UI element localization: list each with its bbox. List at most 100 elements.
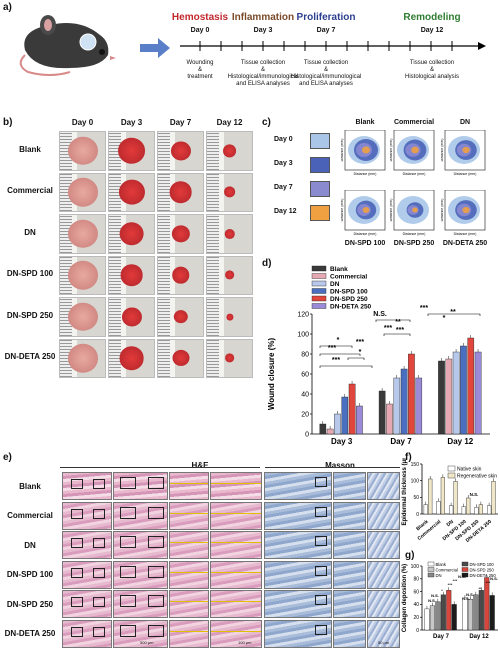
legend-swatch <box>447 465 456 472</box>
y-tick-label: 0 <box>416 512 419 518</box>
epidermis-outline <box>170 483 208 485</box>
epidermis-outline <box>170 542 208 544</box>
significance-bracket <box>319 353 361 356</box>
ruler-scale <box>207 173 219 211</box>
histology-image <box>367 501 400 530</box>
wound-area <box>224 353 235 363</box>
wound-photo <box>108 255 155 295</box>
trace-group-label: Blank <box>355 119 375 126</box>
significance-marker: *** <box>396 327 404 334</box>
zoom-region-box <box>315 565 327 576</box>
zoom-region-box <box>93 597 105 607</box>
wound-area <box>222 144 237 158</box>
scale-bar-label: 500 μm <box>140 640 154 645</box>
histology-image <box>169 590 209 618</box>
photo-row-group: Commercial <box>7 186 53 196</box>
wound-photo <box>206 338 253 378</box>
bar-blank <box>438 360 445 435</box>
histology-image <box>367 531 400 559</box>
bar-regenerative-skin <box>428 478 433 515</box>
bar-dn-spd-250 <box>348 383 356 435</box>
bar-dn-deta-250 <box>451 604 457 631</box>
photo-row-group: DN-SPD 250 <box>6 310 54 320</box>
ruler-scale <box>60 132 72 170</box>
trace-group-label: DN-SPD 100 <box>344 240 386 247</box>
significance-marker: * <box>441 588 443 593</box>
zoom-region-box <box>71 626 83 637</box>
legend-swatch <box>427 567 435 572</box>
bar-dn-spd-250 <box>446 590 452 631</box>
ruler-scale <box>207 298 219 336</box>
timeline-day: Day 0 <box>190 27 210 34</box>
wound-trace-plot: Distance (mm) Distance (mm) <box>341 130 386 176</box>
y-tick-label: 20 <box>413 615 419 621</box>
category-label: DN <box>446 519 456 528</box>
wound-photo <box>157 131 204 171</box>
legend-swatch <box>447 472 456 479</box>
legend-swatch <box>311 273 327 279</box>
significance-bracket <box>383 333 411 336</box>
histology-row-group: DN-SPD 250 <box>6 599 54 609</box>
wound-photo <box>206 131 253 171</box>
ruler-scale <box>60 298 72 336</box>
bar-dn-deta-250 <box>415 377 423 435</box>
wound-photo <box>59 131 106 171</box>
panel-label-f: f) <box>405 452 412 463</box>
bar-regenerative-skin <box>478 504 483 515</box>
bar-commercial <box>467 599 473 631</box>
ruler-scale <box>158 256 170 294</box>
significance-bracket <box>427 313 481 316</box>
wound-area <box>67 261 98 290</box>
significance-marker: *** <box>356 339 364 346</box>
y-tick-label: 0 <box>416 628 419 634</box>
ruler-scale <box>109 132 121 170</box>
histology-image <box>264 531 332 559</box>
wound-photo <box>59 338 106 378</box>
bar-commercial <box>326 428 334 435</box>
wound-photo <box>108 172 155 212</box>
significance-marker: *** <box>332 357 340 364</box>
ruler-scale <box>207 132 219 170</box>
trace-x-axis-label: Distance (mm) <box>454 232 477 236</box>
y-tick-label: 50 <box>413 495 419 501</box>
trace-legend-label: Day 7 <box>274 184 293 191</box>
zoom-region-box <box>315 624 327 635</box>
histology-image <box>333 619 366 648</box>
histology-row-group: DN-SPD 100 <box>6 570 54 580</box>
significance-marker: *** <box>486 580 491 585</box>
histology-image <box>210 472 262 500</box>
histology-image <box>264 501 332 530</box>
histology-image <box>169 472 209 500</box>
histology-image <box>169 560 209 589</box>
wound-photo <box>157 214 204 254</box>
legend-label: Native skin <box>457 467 482 473</box>
wound-area <box>171 225 190 243</box>
epidermis-outline <box>170 571 208 573</box>
trace-legend-label: Day 3 <box>274 160 293 167</box>
legend-label: DN <box>436 573 442 578</box>
photo-column-day: Day 3 <box>120 118 143 127</box>
epidermis-outline <box>211 571 261 573</box>
timeline-phase-name: Proliferation <box>296 12 356 23</box>
histology-image <box>62 590 112 618</box>
histology-image <box>210 531 262 559</box>
legend-swatch <box>311 303 327 309</box>
histology-image <box>210 560 262 589</box>
histology-image <box>62 501 112 530</box>
bar-regenerative-skin <box>453 481 458 515</box>
epidermis-outline <box>211 483 261 485</box>
wound-area <box>118 179 145 205</box>
significance-marker: N.S. <box>462 596 470 601</box>
zoom-region-box <box>93 567 105 578</box>
histology-image <box>210 590 262 618</box>
significance-bracket <box>347 357 365 360</box>
significance-bracket <box>319 365 373 368</box>
legend-swatch <box>461 567 469 572</box>
trace-legend-label: Day 0 <box>274 136 293 143</box>
histology-image <box>210 619 262 648</box>
significance-marker: N.S. <box>373 311 387 318</box>
legend-label: DN-SPD 100 <box>330 289 368 296</box>
epidermis-outline <box>170 630 208 632</box>
wound-trace-plot: Distance (mm) Distance (mm) <box>441 130 486 176</box>
bar-regenerative-skin <box>440 477 445 515</box>
